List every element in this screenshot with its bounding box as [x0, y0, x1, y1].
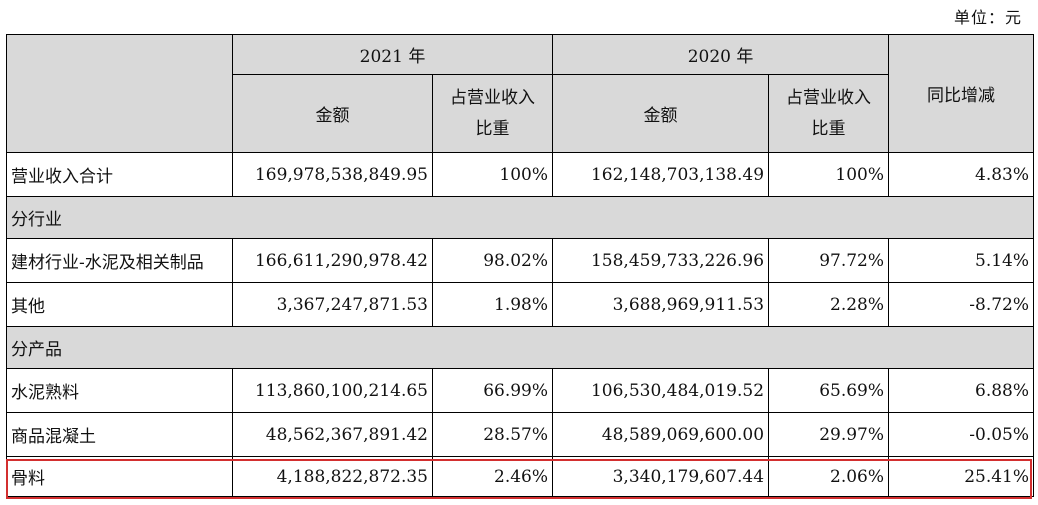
row-label: 商品混凝土 — [6, 412, 233, 457]
table-row: 水泥熟料 113,860,100,214.65 66.99% 106,530,4… — [6, 368, 1035, 413]
cell-yoy: 25.41% — [888, 456, 1035, 497]
row-label: 水泥熟料 — [6, 368, 233, 413]
header-blank-cell — [6, 34, 233, 153]
cell-yoy: 4.83% — [888, 152, 1035, 197]
cell-share-2020: 2.06% — [768, 456, 890, 497]
cell-yoy: -8.72% — [888, 282, 1035, 327]
cell-amount-2021: 169,978,538,849.95 — [232, 152, 433, 197]
header-amount-2021: 金额 — [232, 74, 433, 153]
table-row-total: 营业收入合计 169,978,538,849.95 100% 162,148,7… — [6, 152, 1035, 197]
header-share-2020: 占营业收入 比重 — [768, 74, 890, 153]
revenue-table: 2021 年 2020 年 同比增减 金额 占营业收入 比重 金额 占营业收入 … — [5, 34, 1035, 497]
cell-amount-2021: 48,562,367,891.42 — [232, 412, 433, 457]
row-label: 营业收入合计 — [6, 152, 233, 197]
cell-share-2020: 97.72% — [768, 238, 890, 283]
row-label: 其他 — [6, 282, 233, 327]
cell-share-2020: 2.28% — [768, 282, 890, 327]
cell-share-2021: 66.99% — [431, 368, 554, 413]
cell-share-2021: 100% — [431, 152, 554, 197]
row-label: 骨料 — [6, 456, 233, 497]
cell-amount-2021: 4,188,822,872.35 — [232, 456, 433, 497]
cell-yoy: 5.14% — [888, 238, 1035, 283]
cell-share-2021: 28.57% — [431, 412, 554, 457]
section-label: 分行业 — [5, 196, 1035, 239]
header-share-line2: 比重 — [811, 118, 846, 139]
header-share-line1: 占营业收入 — [786, 87, 872, 108]
cell-yoy: -0.05% — [888, 412, 1035, 457]
cell-amount-2020: 158,459,733,226.96 — [552, 238, 770, 283]
cell-amount-2020: 106,530,484,019.52 — [552, 368, 770, 413]
header-amount-2020: 金额 — [552, 74, 770, 153]
cell-share-2020: 29.97% — [768, 412, 890, 457]
table-row: 商品混凝土 48,562,367,891.42 28.57% 48,589,06… — [6, 412, 1035, 457]
table-row-highlighted: 骨料 4,188,822,872.35 2.46% 3,340,179,607.… — [6, 456, 1035, 497]
cell-share-2021: 1.98% — [431, 282, 554, 327]
header-yoy: 同比增减 — [888, 34, 1035, 153]
cell-amount-2021: 113,860,100,214.65 — [232, 368, 433, 413]
section-row-product: 分产品 — [5, 326, 1035, 369]
cell-share-2020: 100% — [768, 152, 890, 197]
cell-yoy: 6.88% — [888, 368, 1035, 413]
row-label: 建材行业-水泥及相关制品 — [6, 238, 233, 283]
cell-amount-2020: 162,148,703,138.49 — [552, 152, 770, 197]
header-share-line1: 占营业收入 — [450, 87, 535, 108]
cell-share-2020: 65.69% — [768, 368, 890, 413]
cell-amount-2020: 3,340,179,607.44 — [552, 456, 770, 497]
table-row: 建材行业-水泥及相关制品 166,611,290,978.42 98.02% 1… — [6, 238, 1035, 283]
unit-label: 单位：元 — [953, 8, 1022, 27]
header-year-2021: 2021 年 — [231, 34, 554, 75]
cell-share-2021: 98.02% — [431, 238, 554, 283]
header-row-columns: 金额 占营业收入 比重 金额 占营业收入 比重 — [7, 74, 1034, 153]
section-label: 分产品 — [5, 326, 1035, 369]
cell-amount-2021: 3,367,247,871.53 — [232, 282, 433, 327]
header-year-2020: 2020 年 — [552, 34, 890, 75]
header-row-years: 2021 年 2020 年 同比增减 — [6, 34, 1035, 153]
section-row-industry: 分行业 — [5, 196, 1035, 239]
cell-amount-2020: 3,688,969,911.53 — [552, 282, 770, 327]
cell-amount-2021: 166,611,290,978.42 — [232, 238, 433, 283]
cell-amount-2020: 48,589,069,600.00 — [552, 412, 770, 457]
header-share-line2: 比重 — [475, 118, 510, 139]
cell-share-2021: 2.46% — [431, 456, 554, 497]
header-share-2021: 占营业收入 比重 — [431, 74, 554, 153]
table-row: 其他 3,367,247,871.53 1.98% 3,688,969,911.… — [6, 282, 1035, 327]
